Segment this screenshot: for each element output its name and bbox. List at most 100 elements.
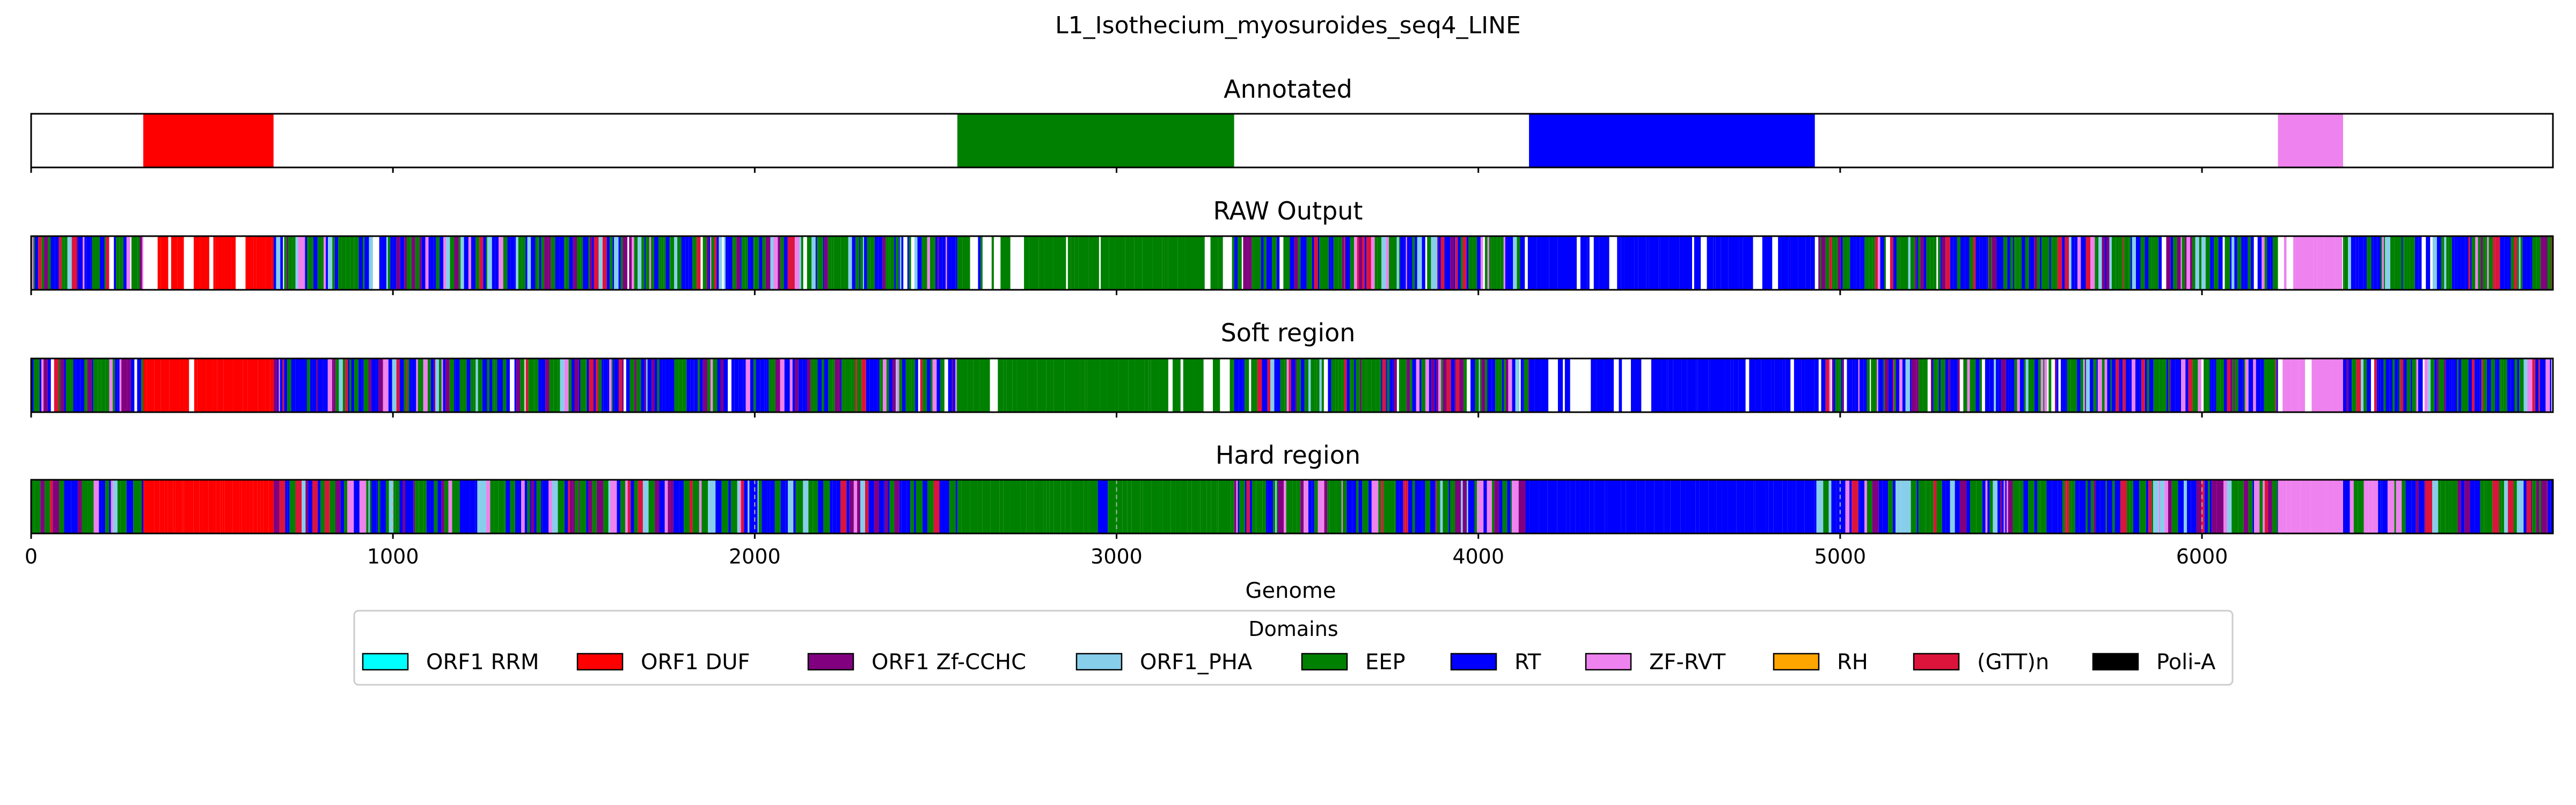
position-mark <box>487 358 489 412</box>
position-mark <box>2380 480 2382 533</box>
position-mark <box>920 358 923 412</box>
position-mark <box>2535 358 2539 412</box>
position-mark <box>534 480 537 533</box>
position-mark <box>459 480 464 533</box>
position-mark <box>1125 236 1135 290</box>
position-mark <box>1491 358 1496 412</box>
position-mark <box>297 236 298 290</box>
position-mark <box>873 358 877 412</box>
position-mark <box>1529 358 1535 412</box>
position-mark <box>1368 480 1372 533</box>
position-mark <box>2149 358 2154 412</box>
position-mark <box>706 236 709 290</box>
position-mark <box>1356 358 1360 412</box>
position-mark <box>486 480 491 533</box>
position-mark <box>1417 358 1420 412</box>
position-mark <box>1350 236 1355 290</box>
position-mark <box>2439 358 2441 412</box>
position-mark <box>1160 480 1163 533</box>
position-mark <box>1331 358 1336 412</box>
position-mark <box>598 358 602 412</box>
position-mark <box>294 236 296 290</box>
position-mark <box>2069 480 2072 533</box>
position-mark <box>1444 236 1447 290</box>
position-mark <box>478 358 482 412</box>
position-mark <box>603 480 609 533</box>
position-mark <box>745 236 748 290</box>
position-mark <box>1505 358 1509 412</box>
position-mark <box>2264 480 2268 533</box>
position-mark <box>169 358 173 412</box>
position-mark <box>2227 236 2230 290</box>
position-mark <box>1287 236 1290 290</box>
position-mark <box>1348 236 1350 290</box>
position-mark <box>2547 236 2549 290</box>
position-mark <box>2262 236 2265 290</box>
position-mark <box>437 480 442 533</box>
position-mark <box>1447 236 1451 290</box>
position-mark <box>569 480 573 533</box>
position-mark <box>1878 480 1883 533</box>
legend-label: RT <box>1514 650 1541 675</box>
position-mark <box>764 358 767 412</box>
position-mark <box>1649 236 1659 290</box>
position-mark <box>499 236 503 290</box>
position-mark <box>1621 480 1626 533</box>
position-mark <box>276 236 281 290</box>
position-mark <box>1829 236 1832 290</box>
position-mark <box>1879 358 1883 412</box>
position-mark <box>1362 480 1365 533</box>
position-mark <box>2166 236 2171 290</box>
position-mark <box>2448 236 2452 290</box>
position-mark <box>2385 358 2390 412</box>
position-mark <box>376 480 378 533</box>
position-mark <box>1375 358 1380 412</box>
track-title: Annotated <box>1224 75 1352 104</box>
position-mark <box>256 236 266 290</box>
position-mark <box>369 236 373 290</box>
position-mark <box>2238 358 2243 412</box>
position-mark <box>67 480 71 533</box>
position-mark <box>1003 358 1007 412</box>
position-mark <box>1053 358 1065 412</box>
position-mark <box>807 236 812 290</box>
position-mark <box>2218 236 2223 290</box>
position-mark <box>2129 358 2132 412</box>
legend-label: ORF1 DUF <box>641 650 750 675</box>
position-mark <box>1722 480 1728 533</box>
position-mark <box>2405 480 2412 533</box>
position-mark <box>1351 358 1355 412</box>
position-mark <box>594 358 596 412</box>
position-mark <box>641 236 645 290</box>
position-mark <box>2066 358 2067 412</box>
position-mark <box>745 358 750 412</box>
position-mark <box>75 480 78 533</box>
position-mark <box>2070 358 2073 412</box>
position-mark <box>1235 236 1238 290</box>
position-mark <box>332 236 335 290</box>
position-mark <box>2303 236 2314 290</box>
position-mark <box>1708 358 1710 412</box>
position-mark <box>1475 358 1479 412</box>
position-mark <box>91 358 93 412</box>
position-mark <box>2139 358 2142 412</box>
position-mark <box>1933 236 1937 290</box>
position-mark <box>917 236 922 290</box>
position-mark <box>798 358 803 412</box>
position-mark <box>801 236 803 290</box>
position-mark <box>2238 480 2244 533</box>
position-mark <box>1321 358 1324 412</box>
position-mark <box>2536 480 2540 533</box>
position-mark <box>1841 358 1843 412</box>
position-mark <box>1839 480 1846 533</box>
position-mark <box>1494 236 1497 290</box>
position-mark <box>324 358 328 412</box>
position-mark <box>564 236 566 290</box>
x-axis: 0 1000 2000 3000 4000 5000 6000 <box>25 545 2228 568</box>
position-mark <box>1878 236 1880 290</box>
position-mark <box>1234 480 1236 533</box>
position-mark <box>973 358 980 412</box>
position-mark <box>159 480 165 533</box>
position-mark <box>2056 358 2059 412</box>
position-mark <box>1888 358 1893 412</box>
